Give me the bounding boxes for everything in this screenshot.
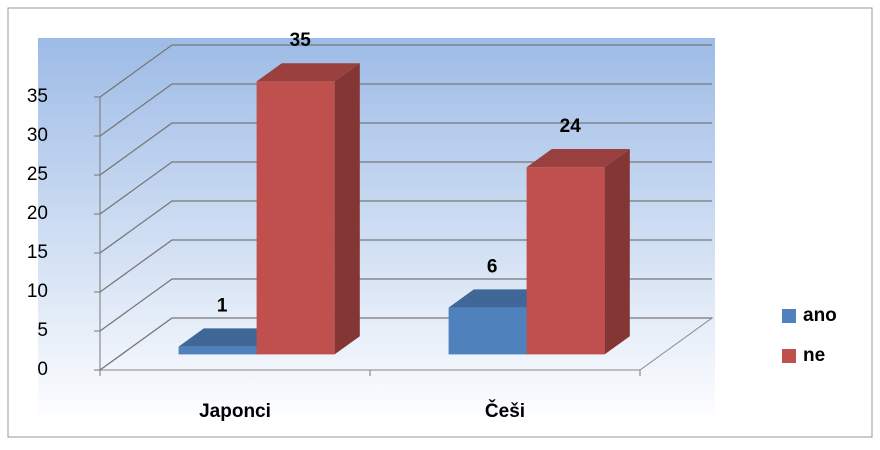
y-tick-label: 5 [37, 320, 48, 341]
value-label: 24 [560, 116, 582, 137]
bar-top [448, 289, 552, 308]
grid-line [99, 161, 712, 215]
bar [448, 307, 527, 355]
bar-top [178, 328, 282, 347]
y-tick-label: 35 [27, 86, 48, 107]
legend-label: ne [803, 345, 825, 366]
y-tick-label: 20 [27, 203, 48, 224]
bar-top [526, 149, 630, 168]
grid-line [99, 122, 712, 176]
bar [526, 167, 605, 355]
y-tick-label: 15 [27, 242, 48, 263]
bar-top [256, 63, 360, 82]
value-label: 6 [487, 256, 498, 277]
y-tick-label: 10 [27, 281, 48, 302]
bar-side [604, 149, 630, 355]
x-tick-label: Japonci [199, 401, 271, 422]
legend-swatch [782, 309, 796, 323]
bar-side [334, 63, 360, 355]
bar [256, 81, 335, 355]
x-tick-label: Češi [485, 400, 525, 422]
y-tick-label: 25 [27, 164, 48, 185]
legend-swatch [782, 349, 796, 363]
grid-line [99, 83, 712, 137]
value-label: 35 [290, 30, 312, 51]
y-tick-label: 0 [37, 359, 48, 380]
y-tick-label: 30 [27, 125, 48, 146]
legend-label: ano [803, 305, 837, 326]
value-label: 1 [217, 295, 228, 316]
bar [178, 346, 257, 355]
grid-line [99, 44, 712, 98]
